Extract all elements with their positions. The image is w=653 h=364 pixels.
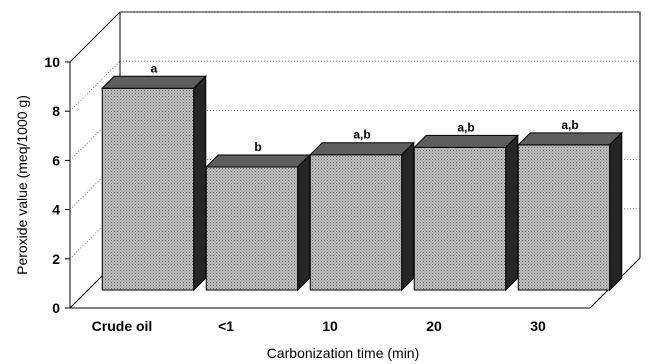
y-tick-label: 6 bbox=[52, 152, 60, 168]
bar-top bbox=[309, 142, 415, 156]
x-axis-label: Carbonization time (min) bbox=[267, 345, 420, 361]
data-labels: a b a,b a,b a,b bbox=[151, 61, 579, 154]
bars bbox=[101, 75, 623, 292]
bar-side bbox=[401, 141, 415, 292]
bar-side bbox=[505, 134, 519, 292]
bar-annotation: a,b bbox=[561, 118, 578, 132]
y-tick-label: 4 bbox=[52, 202, 60, 218]
bar-front bbox=[101, 87, 195, 291]
x-axis: Crude oil <1 10 20 30 bbox=[92, 318, 546, 334]
y-tick-label: 2 bbox=[52, 251, 60, 267]
bar-side bbox=[297, 153, 311, 292]
bar-top bbox=[101, 75, 207, 89]
bar bbox=[309, 141, 415, 292]
y-axis: 0 2 4 6 8 10 bbox=[44, 54, 70, 316]
bar-top bbox=[205, 154, 311, 168]
bar-top bbox=[413, 134, 519, 148]
bar bbox=[413, 134, 519, 292]
bar-annotation: a,b bbox=[353, 128, 370, 142]
bar bbox=[101, 75, 207, 292]
bar-side bbox=[193, 75, 207, 292]
bar-front bbox=[205, 166, 299, 291]
floor-edge bbox=[70, 257, 641, 309]
bar-front bbox=[517, 144, 611, 291]
y-tick-label: 8 bbox=[52, 103, 60, 119]
bar-annotation: a bbox=[151, 61, 158, 75]
bar-annotation: a,b bbox=[457, 120, 474, 134]
x-tick-label: <1 bbox=[218, 318, 234, 334]
x-tick-label: 10 bbox=[322, 318, 338, 334]
x-tick-label: 20 bbox=[426, 318, 442, 334]
y-tick-label: 10 bbox=[44, 54, 60, 70]
bar-front bbox=[309, 154, 403, 291]
bar-side bbox=[609, 131, 623, 292]
x-tick-label: 30 bbox=[530, 318, 546, 334]
y-axis-label: Peroxide value (meq/1000 g) bbox=[14, 95, 30, 275]
bar bbox=[205, 153, 311, 292]
x-tick-label: Crude oil bbox=[92, 318, 153, 334]
bar bbox=[517, 131, 623, 292]
y-tick-label: 0 bbox=[52, 300, 60, 316]
bar-front bbox=[413, 146, 507, 291]
bar-top bbox=[517, 132, 623, 146]
bar-annotation: b bbox=[254, 140, 261, 154]
